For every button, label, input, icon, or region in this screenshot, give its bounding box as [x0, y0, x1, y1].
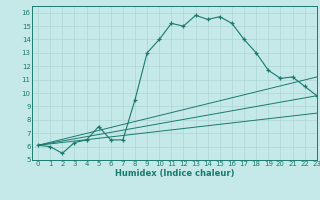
X-axis label: Humidex (Indice chaleur): Humidex (Indice chaleur): [115, 169, 234, 178]
